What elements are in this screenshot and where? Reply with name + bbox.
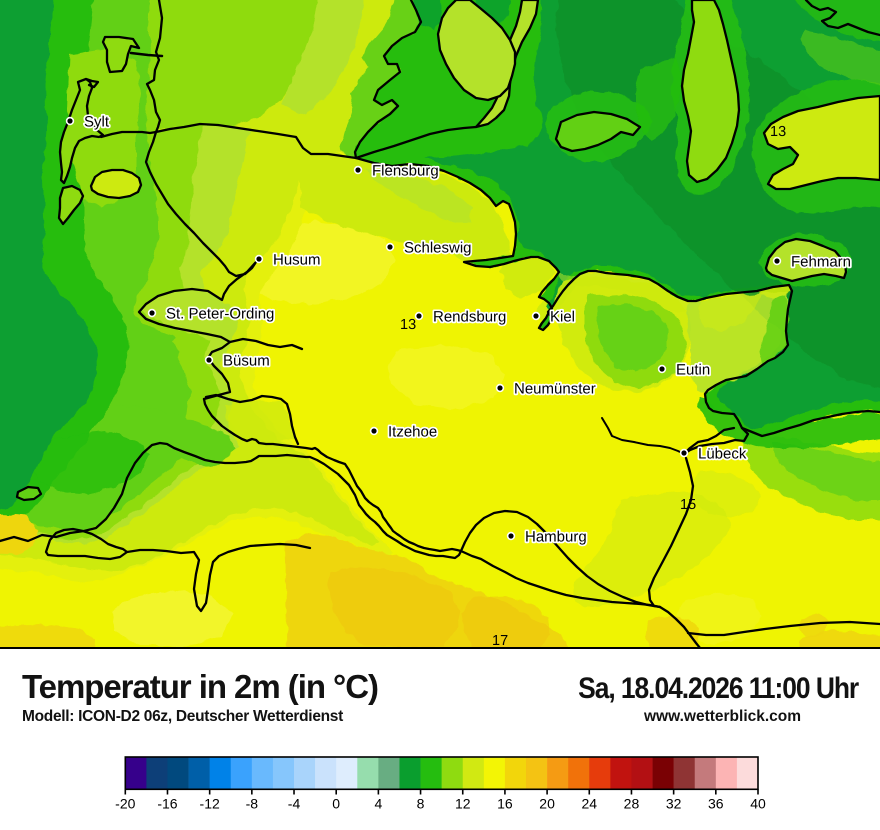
svg-text:13: 13 [400, 317, 416, 333]
svg-text:Neumünster: Neumünster [514, 381, 596, 398]
svg-text:-8: -8 [246, 796, 259, 812]
svg-text:Büsum: Büsum [223, 353, 270, 370]
svg-text:12: 12 [455, 796, 471, 812]
svg-text:Husum: Husum [273, 252, 321, 269]
svg-text:8: 8 [417, 796, 425, 812]
svg-text:-4: -4 [288, 796, 301, 812]
svg-text:Hamburg: Hamburg [525, 529, 587, 546]
svg-text:13: 13 [770, 124, 786, 140]
svg-text:Rendsburg: Rendsburg [433, 309, 506, 326]
svg-text:20: 20 [539, 796, 555, 812]
svg-text:Eutin: Eutin [676, 362, 710, 379]
svg-text:16: 16 [497, 796, 513, 812]
svg-text:40: 40 [750, 796, 766, 812]
svg-text:15: 15 [680, 497, 696, 513]
svg-text:4: 4 [374, 796, 382, 812]
svg-text:28: 28 [624, 796, 640, 812]
svg-text:0: 0 [332, 796, 340, 812]
svg-text:-16: -16 [157, 796, 177, 812]
svg-text:Flensburg: Flensburg [372, 163, 439, 180]
svg-text:Itzehoe: Itzehoe [388, 424, 437, 441]
svg-text:St. Peter-Ording: St. Peter-Ording [166, 306, 274, 323]
svg-text:Kiel: Kiel [550, 309, 575, 326]
svg-text:Fehmarn: Fehmarn [791, 254, 851, 271]
svg-text:Sylt: Sylt [84, 114, 110, 131]
svg-text:36: 36 [708, 796, 724, 812]
svg-text:17: 17 [492, 633, 508, 649]
svg-text:Schleswig: Schleswig [404, 240, 472, 257]
svg-text:-20: -20 [115, 796, 135, 812]
svg-text:Lübeck: Lübeck [698, 446, 747, 463]
svg-text:24: 24 [581, 796, 597, 812]
svg-text:-12: -12 [200, 796, 220, 812]
svg-text:32: 32 [666, 796, 682, 812]
